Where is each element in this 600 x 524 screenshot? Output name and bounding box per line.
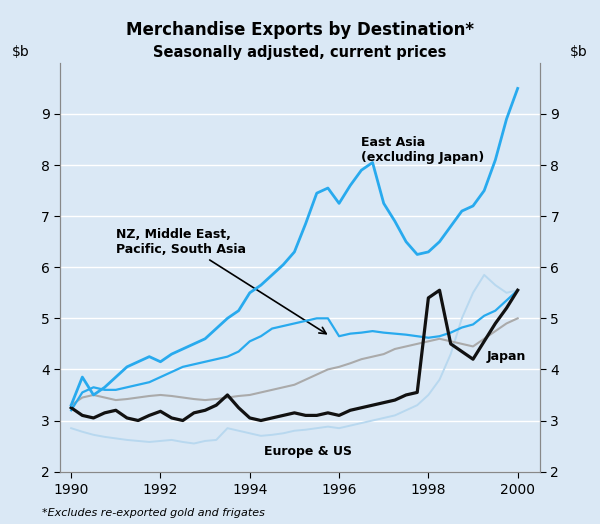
Text: Europe & US: Europe & US <box>264 445 352 458</box>
Text: East Asia
(excluding Japan): East Asia (excluding Japan) <box>361 136 485 163</box>
Text: $b: $b <box>12 45 30 59</box>
Text: Seasonally adjusted, current prices: Seasonally adjusted, current prices <box>154 45 446 60</box>
Text: Japan: Japan <box>487 350 526 363</box>
Text: Merchandise Exports by Destination*: Merchandise Exports by Destination* <box>126 21 474 39</box>
Text: $b: $b <box>570 45 588 59</box>
Text: NZ, Middle East,
Pacific, South Asia: NZ, Middle East, Pacific, South Asia <box>116 228 326 334</box>
Text: *Excludes re-exported gold and frigates: *Excludes re-exported gold and frigates <box>42 508 265 518</box>
